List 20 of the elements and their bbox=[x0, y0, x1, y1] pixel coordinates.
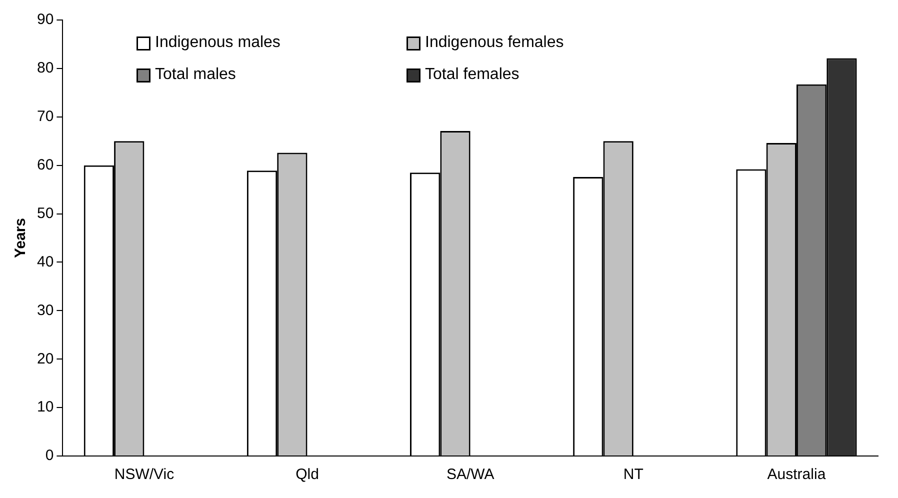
y-tick-label: 90 bbox=[36, 11, 54, 28]
legend-label: Total females bbox=[425, 66, 520, 84]
y-tick-label: 40 bbox=[36, 253, 54, 270]
x-tick-label: Australia bbox=[767, 466, 826, 484]
x-tick-label: NT bbox=[623, 466, 644, 484]
y-tick-label: 10 bbox=[36, 398, 54, 416]
y-tick-label: 60 bbox=[36, 156, 54, 174]
legend-label: Total males bbox=[155, 66, 236, 84]
y-tick-label: 70 bbox=[36, 108, 54, 126]
y-tick-label: 30 bbox=[36, 302, 54, 319]
x-tick-label: SA/WA bbox=[446, 466, 494, 484]
y-tick-label: 50 bbox=[36, 204, 54, 222]
y-tick-label: 0 bbox=[45, 447, 54, 464]
x-tick-label: Qld bbox=[296, 466, 319, 484]
y-axis-title: Years bbox=[12, 218, 30, 258]
legend-label: Indigenous females bbox=[425, 34, 564, 52]
y-tick-label: 80 bbox=[36, 60, 54, 77]
y-tick-label: 20 bbox=[36, 350, 54, 368]
x-tick-label: NSW/Vic bbox=[114, 466, 175, 484]
legend-label: Indigenous males bbox=[155, 34, 280, 52]
